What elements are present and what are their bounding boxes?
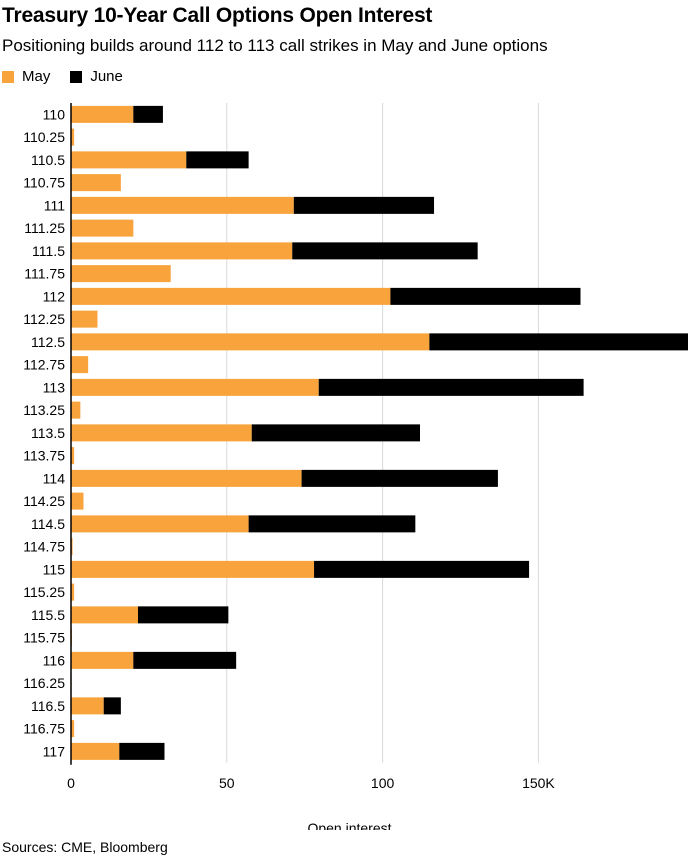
y-tick-label-111.75: 111.75 [24, 266, 65, 282]
y-tick-label-111.25: 111.25 [24, 220, 65, 236]
y-tick-label-116.75: 116.75 [23, 721, 65, 737]
y-tick-label-114.75: 114.75 [23, 539, 65, 555]
legend-item-june: June [70, 68, 123, 85]
y-tick-label-110.5: 110.5 [31, 152, 65, 168]
bar-may-114 [71, 469, 302, 487]
bar-may-111 [71, 196, 294, 214]
x-tick-label-50: 50 [219, 775, 235, 791]
bar-may-113 [71, 378, 319, 396]
x-axis-title: Open interest [307, 820, 391, 830]
y-tick-label-113.5: 113.5 [31, 425, 65, 441]
bar-may-115 [71, 560, 315, 578]
y-tick-label-114.25: 114.25 [23, 493, 65, 509]
y-tick-label-111: 111 [44, 197, 65, 213]
y-tick-label-117: 117 [43, 743, 66, 759]
y-tick-label-115.25: 115.25 [23, 584, 65, 600]
bar-may-110.25 [71, 128, 75, 146]
x-tick-label-100: 100 [371, 775, 395, 791]
y-tick-label-115: 115 [43, 561, 66, 577]
bar-june-115.5 [137, 606, 229, 624]
bar-june-114 [301, 469, 498, 487]
x-tick-label-0: 0 [67, 775, 75, 791]
bar-may-112.25 [71, 310, 98, 328]
bar-june-117 [119, 742, 165, 760]
bar-may-116.5 [71, 697, 104, 715]
legend-swatch-may [2, 70, 14, 83]
bar-may-111.5 [71, 242, 293, 260]
bar-may-110.75 [71, 174, 121, 192]
y-tick-label-114: 114 [43, 470, 66, 486]
bar-june-110 [133, 105, 163, 123]
legend-item-may: May [2, 68, 50, 85]
y-tick-label-110.75: 110.75 [23, 175, 65, 191]
bar-chart: 110 110.25 110.5 110.75 111 111.25 111.5 111.75… [23, 103, 688, 830]
bar-may-116.75 [71, 720, 75, 738]
bar-june-111.5 [292, 242, 478, 260]
legend-label-may: May [22, 68, 51, 85]
bar-may-111.25 [71, 219, 134, 237]
y-tick-label-110.25: 110.25 [23, 129, 65, 145]
bar-june-113 [318, 378, 584, 396]
bar-may-112.75 [71, 356, 89, 374]
bar-may-115.5 [71, 606, 138, 624]
bar-june-112 [390, 287, 581, 305]
bar-may-113.75 [71, 447, 75, 465]
y-tick-label-112.25: 112.25 [23, 311, 65, 327]
bar-june-116.5 [103, 697, 121, 715]
bar-may-112 [71, 287, 391, 305]
y-tick-label-113.75: 113.75 [23, 448, 65, 464]
y-tick-label-113.25: 113.25 [23, 402, 65, 418]
bar-june-110.5 [186, 151, 249, 169]
y-tick-label-115.5: 115.5 [31, 607, 65, 623]
bar-june-111 [293, 196, 435, 214]
chart-legend: May June [2, 68, 143, 85]
y-tick-label-112: 112 [43, 288, 66, 304]
bar-may-115.25 [71, 583, 75, 601]
y-tick-label-114.5: 114.5 [31, 516, 65, 532]
bar-may-111.75 [71, 265, 171, 283]
y-tick-label-112.75: 112.75 [23, 357, 65, 373]
bar-may-112.5 [71, 333, 430, 351]
chart-subtitle: Positioning builds around 112 to 113 cal… [2, 36, 548, 55]
y-tick-label-116: 116 [43, 652, 66, 668]
legend-label-june: June [90, 68, 123, 85]
bar-june-114.5 [248, 515, 416, 533]
y-tick-label-116.5: 116.5 [31, 698, 65, 714]
bar-june-112.5 [429, 333, 688, 351]
bar-june-113.5 [251, 424, 421, 442]
legend-swatch-june [70, 70, 83, 83]
y-tick-label-112.5: 112.5 [31, 334, 65, 350]
x-tick-label-150K: 150K [522, 775, 555, 791]
bar-may-114.75 [71, 538, 73, 556]
y-tick-label-111.5: 111.5 [32, 243, 65, 259]
chart-title: Treasury 10-Year Call Options Open Inter… [2, 4, 433, 27]
y-tick-label-113: 113 [43, 379, 66, 395]
bar-may-110.5 [71, 151, 187, 169]
y-tick-label-110: 110 [43, 106, 66, 122]
bar-may-110 [71, 105, 134, 123]
bar-june-116 [133, 651, 237, 669]
source-note: Sources: CME, Bloomberg [2, 839, 168, 855]
y-tick-label-116.25: 116.25 [23, 675, 65, 691]
bar-may-113.5 [71, 424, 252, 442]
y-tick-label-115.75: 115.75 [23, 630, 65, 646]
bar-may-114.25 [71, 492, 84, 510]
bar-may-113.25 [71, 401, 81, 419]
bar-may-116 [71, 651, 134, 669]
bar-may-117 [71, 742, 120, 760]
bar-may-114.5 [71, 515, 249, 533]
bar-june-115 [314, 560, 530, 578]
